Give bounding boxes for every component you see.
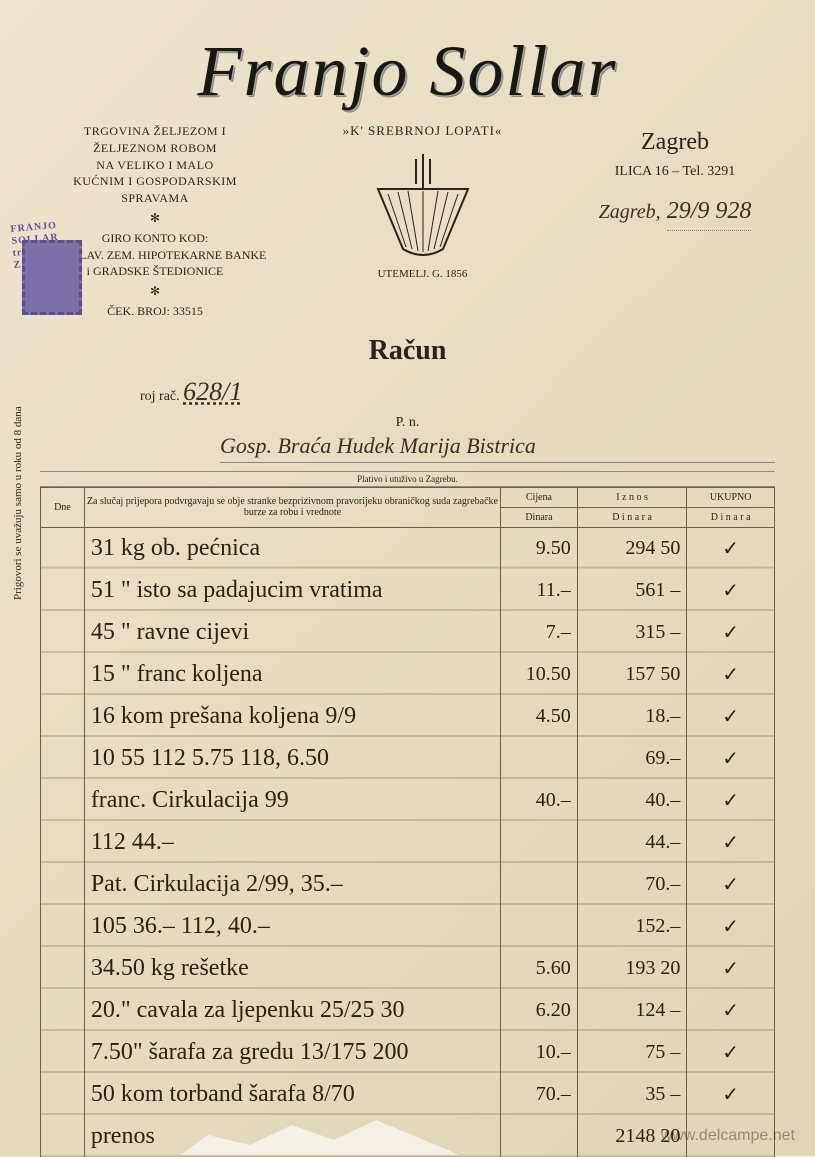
revenue-stamp: FRANJO SOLLAR trg. željezom ZAGREB — [22, 240, 102, 340]
th-dne: Dne — [41, 487, 85, 527]
company-name: Franjo Sollar — [40, 30, 775, 113]
th-price: Cijena — [501, 487, 578, 507]
table-row: 31 kg ob. pećnica9.50294 50✓ — [41, 527, 775, 569]
table-row: 51 " isto sa padajucim vratima11.–561 –✓ — [41, 569, 775, 611]
location-block: Zagreb ILICA 16 – Tel. 3291 Zagreb, 29/9… — [575, 123, 775, 231]
table-row: 105 36.– 112, 40.–152.–✓ — [41, 905, 775, 947]
pn-label: P. n. — [40, 415, 775, 431]
table-row: 45 " ravne cijevi7.–315 –✓ — [41, 611, 775, 653]
th-price-sub: Dinara — [501, 507, 578, 527]
biz-l1: TRGOVINA ŽELJEZOM i — [40, 123, 270, 140]
th-desc: Za slučaj prijepora podvrgavaju se obje … — [84, 487, 500, 527]
table-row: 34.50 kg rešetke5.60193 20✓ — [41, 947, 775, 989]
payment-terms: Plativo i utuživo u Zagrebu. — [40, 471, 775, 487]
arc-right: LOPATI« — [445, 123, 502, 138]
table-row: 50 kom torband šarafa 8/7070.–35 –✓ — [41, 1073, 775, 1115]
address: ILICA 16 – Tel. 3291 — [575, 161, 775, 183]
customer-name: Gosp. Braća Hudek Marija Bistrica — [220, 433, 775, 463]
th-total: UKUPNO — [687, 487, 775, 507]
watermark: www.delcampe.net — [661, 1127, 795, 1145]
table-row: 20." cavala za ljepenku 25/25 306.20124 … — [41, 989, 775, 1031]
shovel-icon — [368, 149, 478, 259]
city: Zagreb — [575, 123, 775, 161]
table-row: 16 kom prešana koljena 9/94.5018.–✓ — [41, 695, 775, 737]
biz-l3: NA VELIKO i MALO — [40, 157, 270, 174]
table-row: 112 44.–44.–✓ — [41, 821, 775, 863]
document-title: Račun — [40, 335, 775, 367]
date: 29/9 928 — [667, 192, 752, 231]
biz-l2: ŽELJEZNOM ROBOM — [40, 140, 270, 157]
invoice-table: Dne Za slučaj prijepora podvrgavaju se o… — [40, 487, 775, 1157]
logo-block: »K' SREBRNOJ LOPATI« UTEMELJ. G. 1856 — [323, 123, 523, 280]
complaint-note: Prigovori se uvažuju samo u roku od 8 da… — [12, 406, 24, 600]
arc-left: »K' SREBRNOJ — [343, 123, 442, 138]
header-row: TRGOVINA ŽELJEZOM i ŽELJEZNOM ROBOM NA V… — [40, 123, 775, 320]
th-amount: I z n o s — [577, 487, 687, 507]
table-row: 7.50" šarafa za gredu 13/175 20010.–75 –… — [41, 1031, 775, 1073]
table-row: 10 55 112 5.75 118, 6.5069.–✓ — [41, 737, 775, 779]
inv-label: roj rač. — [140, 389, 180, 404]
biz-l5: SPRAVAMA — [40, 190, 270, 207]
invoice-number-line: roj rač. 628/1 — [140, 377, 775, 407]
table-row: franc. Cirkulacija 9940.–40.–✓ — [41, 779, 775, 821]
table-row: 15 " franc koljena10.50157 50✓ — [41, 653, 775, 695]
th-total-sub: D i n a r a — [687, 507, 775, 527]
table-row: Pat. Cirkulacija 2/99, 35.–70.–✓ — [41, 863, 775, 905]
place-script: Zagreb, — [599, 196, 661, 228]
inv-number: 628/1 — [183, 377, 242, 406]
biz-l4: KUĆNIM i GOSPODARSKIM — [40, 173, 270, 190]
founded: UTEMELJ. G. 1856 — [323, 268, 523, 280]
th-amount-sub: D i n a r a — [577, 507, 687, 527]
